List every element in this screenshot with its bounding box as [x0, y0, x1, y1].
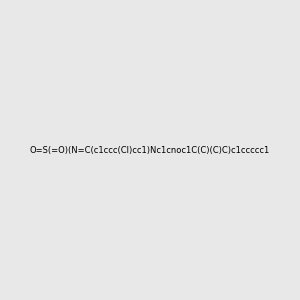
Text: O=S(=O)(N=C(c1ccc(Cl)cc1)Nc1cnoc1C(C)(C)C)c1ccccc1: O=S(=O)(N=C(c1ccc(Cl)cc1)Nc1cnoc1C(C)(C)…	[30, 146, 270, 154]
